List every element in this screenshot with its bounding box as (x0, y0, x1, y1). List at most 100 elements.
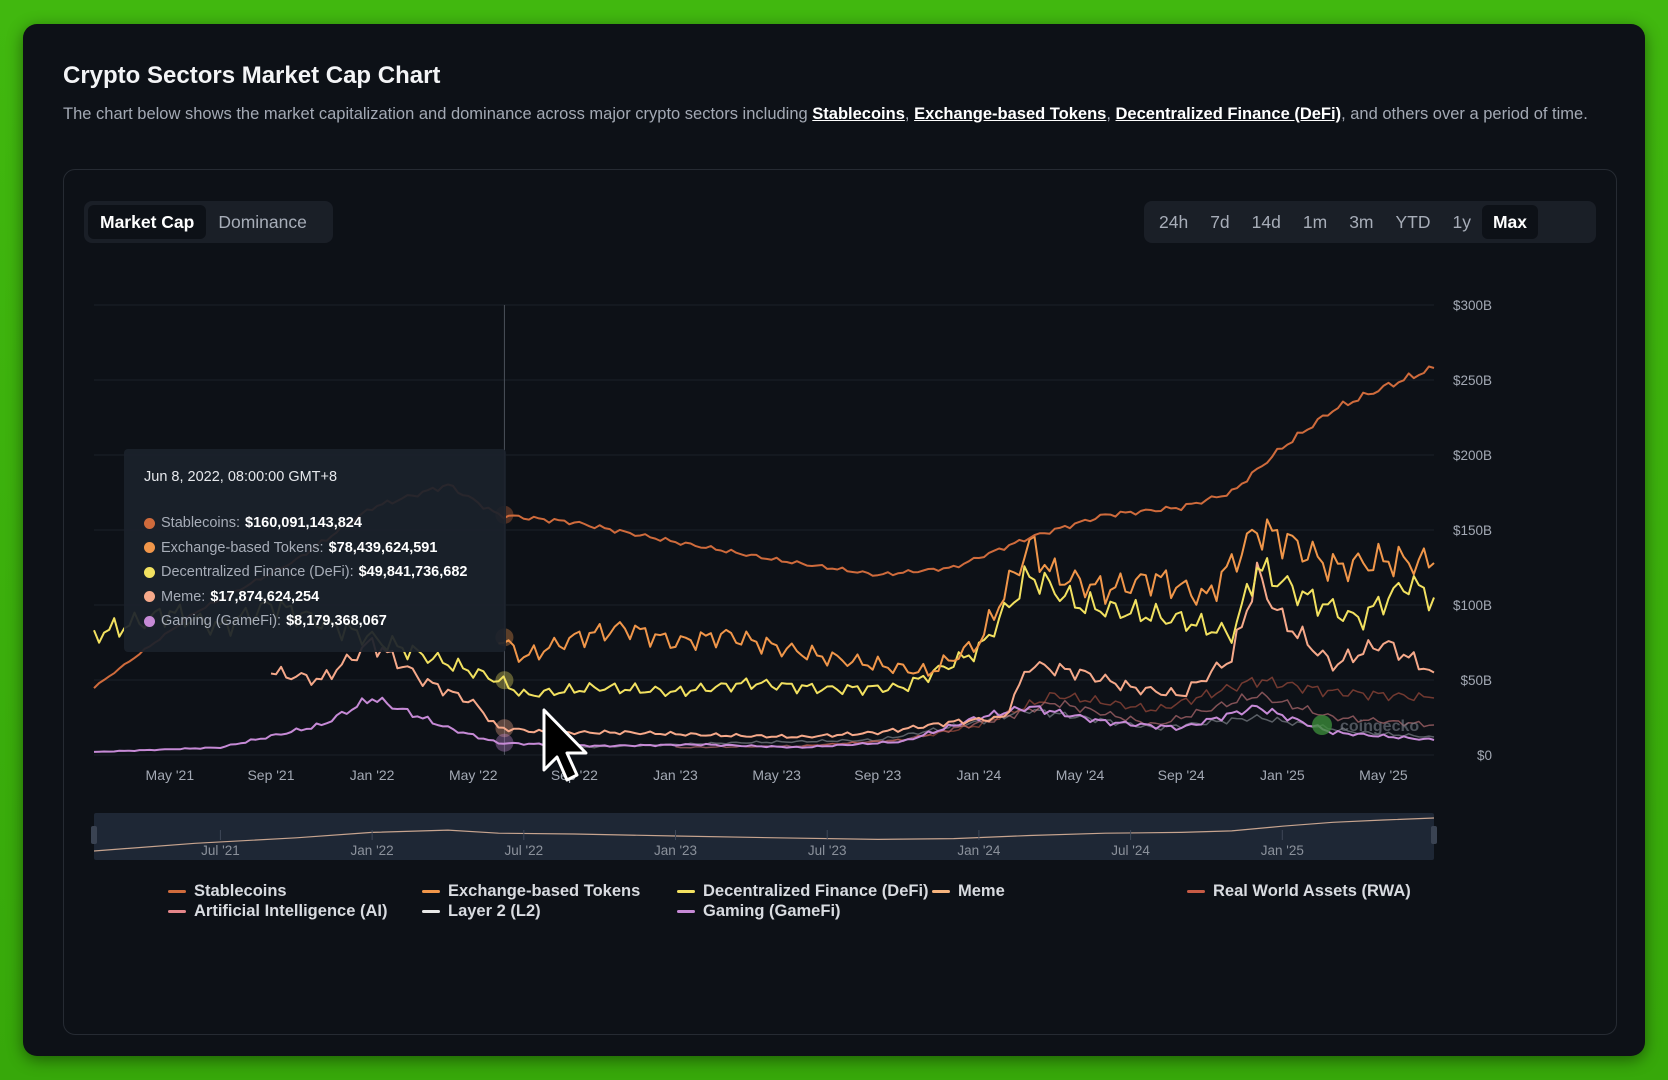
tooltip-value: $49,841,736,682 (358, 564, 468, 581)
y-tick-label: $300B (1453, 298, 1492, 313)
range-14d-button[interactable]: 14d (1241, 205, 1292, 239)
series-line (270, 561, 1435, 739)
navigator-tick-label: Jan '22 (351, 843, 394, 858)
range-selector: 24h 7d 14d 1m 3m YTD 1y Max (1144, 201, 1596, 243)
range-1y-button[interactable]: 1y (1442, 205, 1482, 239)
legend-label: Decentralized Finance (DeFi) (703, 882, 929, 900)
tooltip-row-exchange-tokens: Exchange-based Tokens: $78,439,624,591 (144, 536, 486, 561)
tooltip-row-defi: Decentralized Finance (DeFi): $49,841,73… (144, 560, 486, 585)
y-tick-label: $250B (1453, 373, 1492, 388)
legend-swatch (168, 910, 186, 913)
link-exchange-based-tokens[interactable]: Exchange-based Tokens (914, 105, 1107, 123)
legend-swatch (422, 910, 440, 913)
range-24h-button[interactable]: 24h (1148, 205, 1199, 239)
legend-item-rwa[interactable]: Real World Assets (RWA) (1187, 882, 1411, 901)
chart-legend: Stablecoins Exchange-based Tokens Decent… (168, 882, 1488, 932)
tooltip-label: Decentralized Finance (DeFi): (161, 564, 354, 581)
x-tick-label: May '22 (449, 767, 498, 783)
series-line (574, 708, 1435, 749)
legend-item-meme[interactable]: Meme (932, 882, 1005, 901)
description-suffix: , and others over a period of time. (1341, 105, 1588, 123)
navigator-tick-label: Jan '23 (654, 843, 697, 858)
link-defi[interactable]: Decentralized Finance (DeFi) (1115, 105, 1342, 123)
description-prefix: The chart below shows the market capital… (63, 105, 813, 123)
navigator-left-handle (91, 826, 97, 844)
tooltip-value: $160,091,143,824 (245, 515, 362, 532)
hover-marker (495, 719, 514, 738)
tooltip-label: Exchange-based Tokens: (161, 539, 324, 556)
tooltip-dot (144, 566, 155, 578)
legend-item-gamefi[interactable]: Gaming (GameFi) (677, 902, 841, 921)
series-line (675, 691, 1435, 749)
range-7d-button[interactable]: 7d (1199, 205, 1240, 239)
range-ytd-button[interactable]: YTD (1385, 205, 1442, 239)
y-tick-label: $50B (1460, 673, 1492, 688)
legend-item-ai[interactable]: Artificial Intelligence (AI) (168, 902, 387, 921)
tooltip-date: Jun 8, 2022, 08:00:00 GMT+8 (144, 469, 338, 485)
navigator-tick-label: Jul '22 (505, 843, 544, 858)
legend-swatch (932, 890, 950, 893)
mouse-pointer-icon (542, 708, 588, 782)
legend-label: Layer 2 (L2) (448, 902, 541, 920)
legend-label: Gaming (GameFi) (703, 902, 841, 920)
y-tick-label: $150B (1453, 523, 1492, 538)
tooltip-row-meme: Meme: $17,874,624,254 (144, 585, 486, 610)
x-tick-label: Sep '21 (247, 767, 294, 783)
x-tick-label: May '23 (752, 767, 801, 783)
x-tick-label: Sep '23 (854, 767, 901, 783)
tooltip-row-gaming: Gaming (GameFi): $8,179,368,067 (144, 609, 486, 634)
legend-label: Artificial Intelligence (AI) (194, 902, 388, 920)
chart-container: Market Cap Dominance 24h 7d 14d 1m 3m YT… (63, 169, 1617, 1035)
legend-item-l2[interactable]: Layer 2 (L2) (422, 902, 541, 921)
mode-toggle: Market Cap Dominance (84, 201, 333, 243)
tooltip-dot (144, 615, 155, 627)
legend-swatch (168, 890, 186, 893)
x-tick-label: Jan '25 (1260, 767, 1305, 783)
link-stablecoins[interactable]: Stablecoins (812, 105, 905, 123)
range-max-button[interactable]: Max (1481, 205, 1539, 239)
legend-swatch (677, 910, 695, 913)
legend-item-exchange-tokens[interactable]: Exchange-based Tokens (422, 882, 640, 901)
legend-swatch (1187, 890, 1205, 893)
y-tick-label: $0 (1477, 748, 1492, 763)
tooltip-row-stablecoins: Stablecoins: $160,091,143,824 (144, 511, 486, 536)
watermark-logo-icon (1312, 715, 1332, 735)
x-tick-label: Jan '22 (350, 767, 395, 783)
legend-label: Stablecoins (194, 882, 287, 900)
range-3m-button[interactable]: 3m (1338, 205, 1384, 239)
navigator-tick-label: Jul '21 (201, 843, 240, 858)
legend-label: Meme (958, 882, 1005, 900)
description-separator: , (1106, 105, 1116, 123)
x-tick-label: May '21 (146, 767, 195, 783)
chart-card: Crypto Sectors Market Cap Chart The char… (23, 24, 1645, 1056)
legend-label: Real World Assets (RWA) (1213, 882, 1411, 900)
x-tick-label: Jan '24 (957, 767, 1002, 783)
x-tick-label: Sep '24 (1158, 767, 1205, 783)
market-cap-chart[interactable]: $0 $50B $100B $150B $200B $250B $300B May '21 Se… (64, 170, 1616, 1034)
legend-item-defi[interactable]: Decentralized Finance (DeFi) (677, 882, 929, 901)
y-tick-label: $100B (1453, 598, 1492, 613)
legend-item-stablecoins[interactable]: Stablecoins (168, 882, 287, 901)
chart-tooltip: Jun 8, 2022, 08:00:00 GMT+8 Stablecoins:… (124, 449, 506, 652)
tab-dominance[interactable]: Dominance (206, 205, 319, 239)
navigator-tick-label: Jul '23 (808, 843, 847, 858)
description-separator: , (904, 105, 915, 123)
legend-swatch (422, 890, 440, 893)
series-line (498, 518, 1435, 677)
tab-market-cap[interactable]: Market Cap (88, 205, 207, 239)
tooltip-dot (144, 591, 155, 603)
range-1m-button[interactable]: 1m (1292, 205, 1338, 239)
y-tick-label: $200B (1453, 448, 1492, 463)
series-line (93, 696, 1435, 753)
x-tick-label: Jan '23 (653, 767, 698, 783)
tooltip-value: $78,439,624,591 (328, 539, 438, 556)
legend-label: Exchange-based Tokens (448, 882, 641, 900)
navigator-right-handle (1431, 826, 1437, 844)
range-navigator (94, 813, 1434, 860)
tooltip-dot (144, 542, 155, 554)
hover-marker (495, 671, 514, 690)
navigator-tick-label: Jan '25 (1261, 843, 1304, 858)
tooltip-value: $17,874,624,254 (210, 588, 320, 605)
tooltip-value: $8,179,368,067 (286, 613, 387, 630)
x-tick-label: May '24 (1056, 767, 1105, 783)
